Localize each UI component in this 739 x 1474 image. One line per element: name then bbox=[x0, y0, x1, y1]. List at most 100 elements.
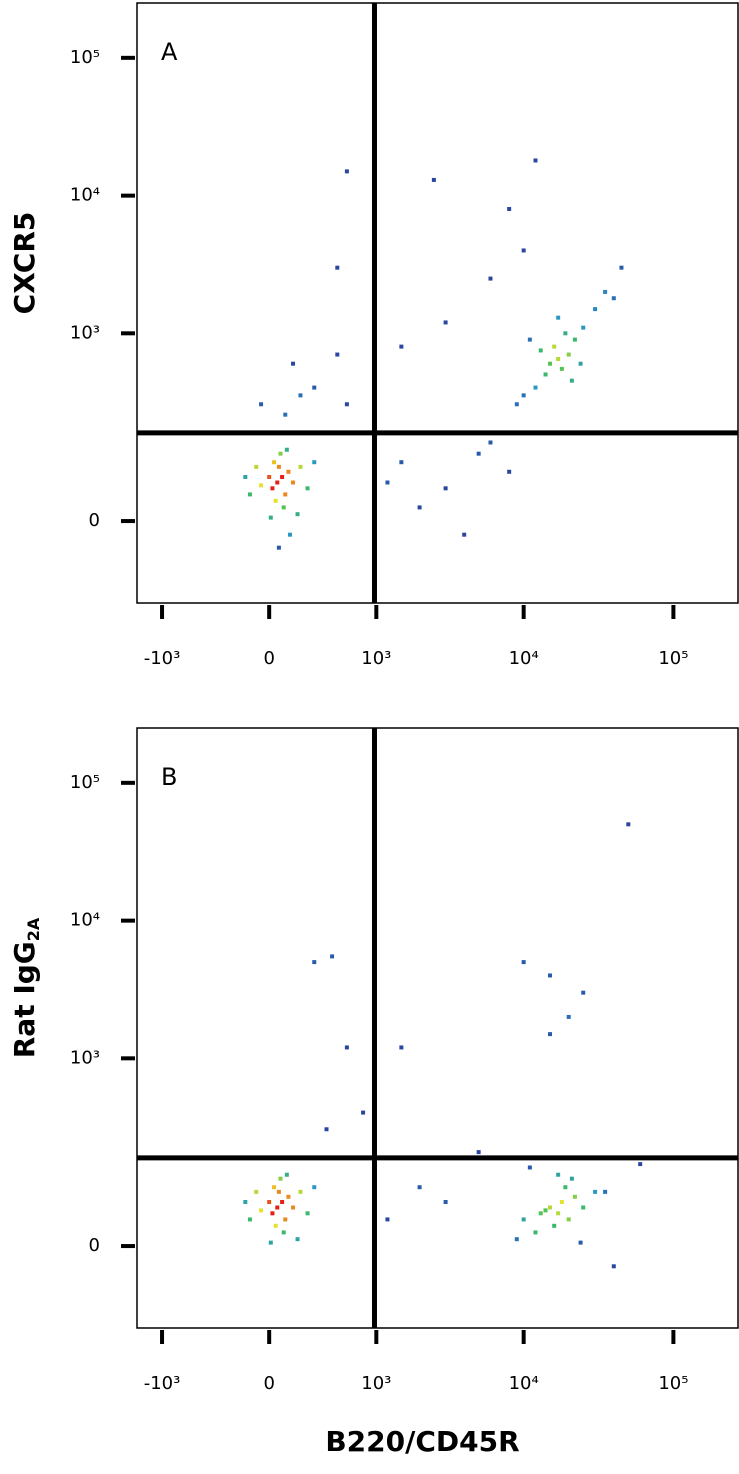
x-tick-label: 10³ bbox=[361, 1373, 391, 1394]
y-tick-label: 10⁵ bbox=[70, 47, 100, 68]
event-dot bbox=[488, 440, 493, 445]
event-dot bbox=[280, 474, 285, 479]
event-dot bbox=[276, 1189, 281, 1194]
event-dot bbox=[521, 1217, 526, 1222]
event-dot bbox=[443, 486, 448, 491]
event-dot bbox=[284, 447, 289, 452]
event-dot bbox=[243, 474, 248, 479]
event-dot bbox=[548, 1205, 553, 1210]
panel-letter: B bbox=[161, 763, 177, 791]
event-dot bbox=[281, 1230, 286, 1235]
event-dot bbox=[312, 385, 317, 390]
event-dot bbox=[259, 483, 264, 488]
event-dot bbox=[543, 372, 548, 377]
y-tick-label: 0 bbox=[89, 510, 100, 531]
event-dot bbox=[538, 1211, 543, 1216]
x-tick-label: 10⁵ bbox=[658, 1373, 688, 1394]
event-dot bbox=[305, 486, 310, 491]
event-dot bbox=[312, 460, 317, 465]
event-dot bbox=[399, 1045, 404, 1050]
event-dot bbox=[611, 1264, 616, 1269]
event-dot bbox=[417, 505, 422, 510]
y-tick-label: 10³ bbox=[70, 322, 100, 343]
event-dot bbox=[272, 460, 277, 465]
event-dot bbox=[533, 1230, 538, 1235]
event-dot bbox=[527, 1165, 532, 1170]
x-axis-label: B220/CD45R bbox=[325, 1425, 519, 1458]
y-tick-label: 0 bbox=[89, 1235, 100, 1256]
event-dot bbox=[563, 1185, 568, 1190]
event-dot bbox=[324, 1127, 329, 1132]
event-dot bbox=[581, 1205, 586, 1210]
event-dot bbox=[581, 990, 586, 995]
event-dot bbox=[278, 1176, 283, 1181]
event-dot bbox=[335, 265, 340, 270]
event-dot bbox=[527, 337, 532, 342]
x-tick-label: 10⁴ bbox=[509, 648, 539, 669]
event-dot bbox=[399, 344, 404, 349]
x-tick-label: 10⁵ bbox=[658, 648, 688, 669]
event-dot bbox=[243, 1199, 248, 1204]
event-dot bbox=[286, 469, 291, 474]
event-dot bbox=[330, 954, 335, 959]
event-dot bbox=[295, 1237, 300, 1242]
event-dot bbox=[385, 1217, 390, 1222]
y-axis-label-main: CXCR5 bbox=[8, 212, 41, 315]
event-dot bbox=[399, 460, 404, 465]
event-dot bbox=[443, 1199, 448, 1204]
event-dot bbox=[538, 348, 543, 353]
event-dot bbox=[259, 1208, 264, 1213]
event-dot bbox=[431, 177, 436, 182]
event-dot bbox=[543, 1208, 548, 1213]
plot-frame bbox=[136, 2, 739, 604]
event-dot bbox=[572, 1194, 577, 1199]
x-tick-label: 0 bbox=[263, 648, 274, 669]
event-dot bbox=[267, 1199, 272, 1204]
event-dot bbox=[270, 1211, 275, 1216]
event-dot bbox=[443, 320, 448, 325]
event-dot bbox=[556, 1211, 561, 1216]
event-dot bbox=[276, 545, 281, 550]
event-dot bbox=[521, 248, 526, 253]
event-dot bbox=[291, 480, 296, 485]
event-dot bbox=[267, 474, 272, 479]
event-dot bbox=[278, 451, 283, 456]
event-dot bbox=[603, 1189, 608, 1194]
event-dot bbox=[247, 1217, 252, 1222]
event-dot bbox=[335, 352, 340, 357]
event-dot bbox=[281, 505, 286, 510]
event-dot bbox=[593, 1189, 598, 1194]
event-dot bbox=[556, 315, 561, 320]
x-tick-label: 0 bbox=[263, 1373, 274, 1394]
event-dot bbox=[566, 1014, 571, 1019]
event-dot bbox=[344, 1045, 349, 1050]
event-dot bbox=[548, 973, 553, 978]
event-dot bbox=[259, 402, 264, 407]
event-dot bbox=[417, 1185, 422, 1190]
panel: -10³ 0 10³ 10⁴ 10⁵ 0 10³ 10⁴ 10⁵ A CXCR5 bbox=[8, 2, 739, 669]
event-dot bbox=[556, 356, 561, 361]
plot-frame bbox=[136, 727, 739, 1329]
event-dot bbox=[548, 1032, 553, 1037]
event-dot bbox=[566, 1217, 571, 1222]
y-axis-label: CXCR5 bbox=[8, 212, 41, 315]
y-axis-label: Rat IgG2A bbox=[8, 917, 43, 1058]
event-dot bbox=[462, 532, 467, 537]
event-dot bbox=[344, 402, 349, 407]
event-dot bbox=[569, 378, 574, 383]
y-tick-label: 10⁴ bbox=[70, 185, 100, 206]
x-tick-label: 10⁴ bbox=[509, 1373, 539, 1394]
event-dot bbox=[507, 469, 512, 474]
event-dot bbox=[254, 464, 259, 469]
event-dot bbox=[291, 361, 296, 366]
event-dot bbox=[268, 1240, 273, 1245]
event-dot bbox=[521, 393, 526, 398]
event-dot bbox=[312, 960, 317, 965]
event-dot bbox=[581, 325, 586, 330]
event-dot bbox=[305, 1211, 310, 1216]
y-tick-label: 10⁴ bbox=[70, 910, 100, 931]
event-dot bbox=[283, 492, 288, 497]
event-dot bbox=[298, 393, 303, 398]
event-dot bbox=[275, 1205, 280, 1210]
